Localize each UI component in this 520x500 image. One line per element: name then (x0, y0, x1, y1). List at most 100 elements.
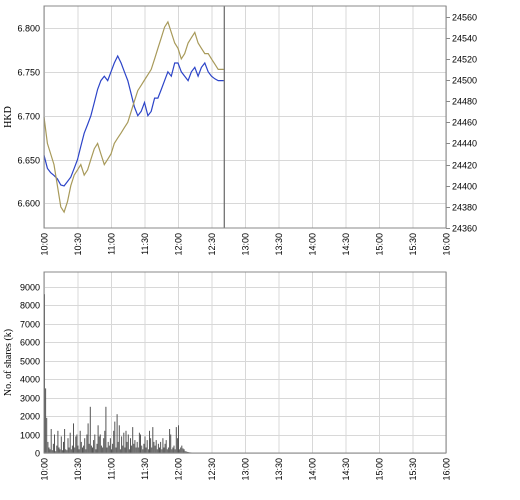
volume-bar (171, 449, 173, 453)
price-panel: 6.800 6.750 6.700 6.650 6.600 24560 24540 2452… (3, 5, 477, 256)
volume-bar (124, 447, 126, 453)
price-x-tick-label: 13:30 (274, 233, 284, 256)
volume-bar (51, 450, 53, 453)
volume-bar (46, 417, 48, 453)
volume-x-tick-label: 15:00 (375, 458, 385, 481)
volume-bar (94, 434, 96, 453)
price-right-tick-label: 24440 (452, 139, 477, 149)
volume-x-tick-label: 13:00 (241, 458, 251, 481)
price-x-tick-label: 14:00 (308, 233, 318, 256)
volume-bar (98, 436, 100, 453)
volume-bar (128, 449, 130, 453)
volume-bar (133, 443, 135, 453)
volume-y-axis: 9000 8000 7000 6000 5000 4000 3000 2000 1000 0 (20, 283, 40, 459)
volume-bar (166, 449, 168, 453)
volume-bar (161, 449, 163, 453)
volume-bar (144, 436, 146, 453)
volume-bar (67, 438, 69, 453)
volume-bar (140, 434, 141, 453)
price-x-tick-label: 10:00 (40, 233, 50, 256)
volume-bars-group (44, 294, 193, 453)
volume-bar (108, 445, 110, 453)
price-x-tick-label: 11:00 (107, 233, 117, 255)
price-left-tick-label: 6.750 (17, 68, 40, 78)
volume-bar (107, 441, 109, 453)
volume-bar (111, 449, 112, 453)
volume-panel: 9000 8000 7000 6000 5000 4000 3000 2000 1000 0 10… (3, 271, 452, 481)
volume-bar (130, 438, 131, 453)
volume-bar (145, 447, 147, 453)
volume-bar (86, 434, 88, 453)
price-x-tick-label: 12:00 (174, 233, 184, 256)
volume-bar (127, 434, 129, 453)
price-left-tick-label: 6.700 (17, 112, 40, 122)
volume-bar (84, 438, 86, 453)
volume-y-axis-label: No. of shares (k) (3, 329, 14, 396)
price-x-tick-label: 14:30 (341, 233, 351, 256)
volume-bar (125, 430, 127, 453)
volume-y-tick-label: 9000 (20, 283, 40, 293)
volume-bar (78, 449, 80, 453)
price-x-tick-label: 16:00 (442, 233, 452, 256)
volume-x-tick-label: 12:30 (207, 458, 217, 481)
volume-bar (151, 447, 153, 453)
volume-x-tick-label: 14:00 (308, 458, 318, 481)
price-right-axis: 24560 24540 24520 24500 24480 24460 24440 24420… (446, 13, 477, 234)
price-right-tick-label: 24360 (452, 224, 477, 234)
price-right-tick-label: 24460 (452, 118, 477, 128)
volume-bar (85, 449, 87, 453)
volume-bar (173, 445, 175, 453)
volume-y-tick-label: 2000 (20, 412, 40, 422)
volume-bar (162, 438, 164, 453)
volume-y-tick-label: 8000 (20, 301, 40, 311)
volume-bar (54, 434, 55, 453)
volume-bar (132, 427, 134, 453)
volume-x-tick-label: 16:00 (442, 458, 452, 481)
volume-bar (88, 443, 90, 453)
volume-bar (180, 447, 182, 453)
volume-bar (97, 425, 99, 453)
volume-bar (122, 445, 124, 453)
volume-bar (118, 425, 120, 453)
volume-bar (117, 441, 119, 453)
volume-bar (150, 438, 152, 453)
volume-bar (186, 451, 188, 453)
volume-plot-frame (43, 271, 447, 454)
price-series-group (43, 20, 224, 214)
volume-y-tick-label: 1000 (20, 431, 40, 441)
volume-bar (114, 421, 116, 453)
volume-bar (61, 450, 63, 453)
volume-bar (105, 406, 107, 453)
price-right-tick-label: 24560 (452, 13, 477, 23)
volume-x-tick-label: 10:00 (40, 458, 50, 481)
volume-bar (174, 449, 176, 453)
volume-bar (73, 423, 74, 453)
volume-bar (103, 438, 105, 453)
volume-bar (76, 434, 78, 453)
price-x-tick-label: 15:30 (408, 233, 418, 256)
volume-bar (179, 449, 181, 453)
volume-bar (74, 447, 76, 453)
volume-bar (56, 445, 58, 453)
volume-time-axis: 10:00 10:30 11:00 11:30 12:00 12:30 13:00 13:30… (40, 458, 452, 481)
volume-bar (69, 432, 71, 453)
volume-bar (181, 445, 183, 453)
volume-bar (99, 434, 101, 453)
volume-bar (82, 447, 83, 453)
volume-bar (131, 445, 133, 453)
volume-bar (154, 445, 156, 453)
volume-bar (92, 447, 93, 453)
volume-x-tick-label: 15:30 (408, 458, 418, 481)
volume-gridlines (44, 272, 447, 454)
volume-bar (102, 447, 104, 453)
price-gridlines (44, 6, 447, 228)
volume-bar (71, 445, 73, 453)
volume-x-tick-label: 11:00 (107, 458, 117, 480)
volume-bar (184, 451, 186, 453)
volume-y-tick-label: 0 (35, 449, 40, 459)
volume-bar (157, 443, 159, 453)
volume-bar (45, 388, 47, 453)
volume-bar (143, 443, 145, 453)
volume-bar (112, 443, 114, 453)
